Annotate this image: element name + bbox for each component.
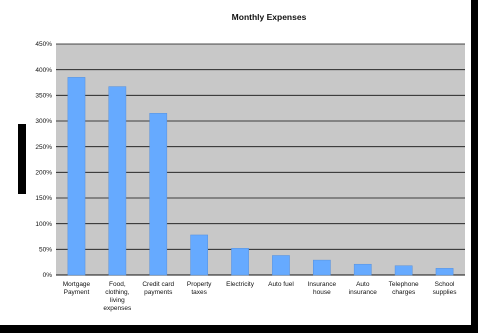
bottom-border — [0, 325, 478, 333]
y-tick-label: 350% — [35, 93, 52, 100]
x-tick-label: Property taxes — [187, 281, 212, 296]
bar — [149, 113, 168, 276]
x-tick-label: Food, clothing, living expenses — [103, 281, 132, 312]
y-tick-label: 400% — [35, 67, 52, 74]
y-tick-label: 250% — [35, 144, 52, 151]
y-tick-label: 100% — [35, 221, 52, 228]
x-tick-label: Credit card payments — [142, 281, 174, 296]
y-tick-label: 50% — [39, 247, 52, 254]
x-tick-label: Insurance house — [308, 281, 337, 296]
y-tick-label: 300% — [35, 118, 52, 125]
bar — [313, 259, 331, 276]
bar — [353, 263, 372, 276]
bar — [231, 248, 249, 276]
y-tick-label: 0% — [43, 272, 53, 279]
x-tick-label: Auto fuel — [268, 281, 294, 288]
bar — [272, 255, 290, 276]
right-border — [471, 0, 478, 333]
y-tick-label: 200% — [35, 170, 52, 177]
x-tick-label: Auto insurance — [349, 281, 378, 296]
bar — [108, 86, 127, 276]
y-tick-label: 150% — [35, 195, 52, 202]
bar — [435, 268, 454, 276]
x-tick-label: Electricity — [226, 281, 255, 288]
chart-title: Monthly Expenses — [231, 12, 307, 22]
x-tick-label: Mortgage Payment — [63, 281, 91, 296]
x-tick-label: Telephone charges — [389, 281, 419, 296]
y-tick-label: 450% — [35, 41, 52, 48]
bar — [67, 77, 86, 276]
side-marker — [18, 124, 26, 194]
bar — [394, 265, 413, 276]
x-tick-label: School supplies — [433, 281, 458, 296]
bar — [190, 234, 208, 276]
